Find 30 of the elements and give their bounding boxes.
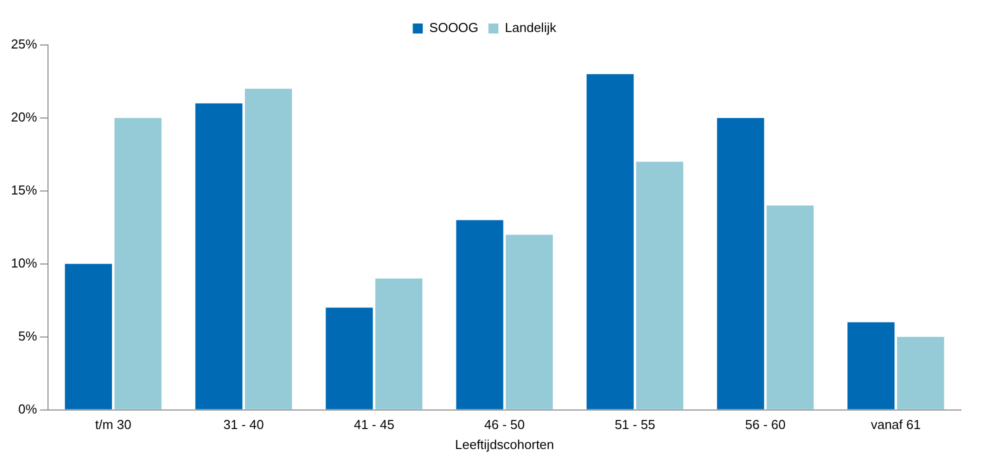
bar bbox=[717, 118, 764, 410]
legend-label: SOOOG bbox=[429, 20, 478, 36]
legend-label: Landelijk bbox=[504, 20, 557, 36]
bar bbox=[195, 103, 242, 410]
bar bbox=[897, 336, 944, 410]
y-tick-label: 10% bbox=[10, 255, 38, 270]
x-tick-label: 41 - 45 bbox=[354, 417, 394, 432]
x-tick-label: 51 - 55 bbox=[614, 417, 656, 432]
y-tick-label: 15% bbox=[10, 182, 38, 198]
y-tick-label: 20% bbox=[10, 110, 38, 125]
bar bbox=[506, 234, 553, 410]
bar bbox=[456, 220, 504, 410]
y-tick-label: 5% bbox=[18, 328, 38, 344]
bar bbox=[766, 206, 814, 410]
bar bbox=[375, 278, 422, 410]
bar bbox=[636, 162, 684, 410]
x-tick-label: 31 - 40 bbox=[223, 417, 264, 432]
x-tick-label: t/m 30 bbox=[95, 417, 132, 432]
bar bbox=[586, 74, 634, 410]
bar bbox=[326, 308, 373, 410]
bar bbox=[114, 118, 162, 410]
bar bbox=[847, 322, 895, 410]
bar bbox=[64, 264, 112, 410]
x-tick-label: vanaf 61 bbox=[870, 417, 921, 432]
y-tick-label: 25% bbox=[10, 36, 38, 52]
y-tick-label: 0% bbox=[18, 401, 38, 416]
x-axis-title: Leeftijdscohorten bbox=[455, 436, 554, 452]
x-tick-label: 46 - 50 bbox=[484, 417, 525, 432]
bar bbox=[244, 88, 292, 410]
x-tick-label: 56 - 60 bbox=[745, 417, 786, 432]
